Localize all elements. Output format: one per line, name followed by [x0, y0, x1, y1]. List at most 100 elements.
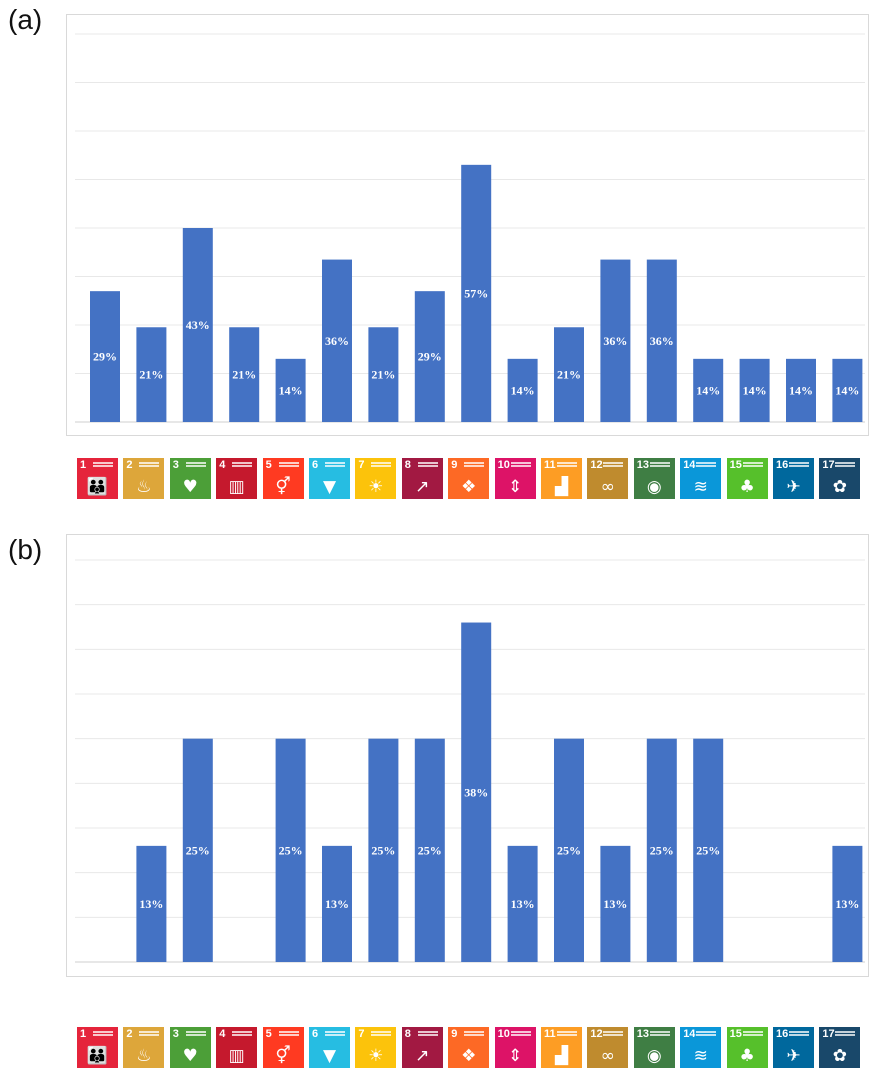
sdg-goal-title-lines	[649, 462, 670, 468]
bar-data-label: 25%	[371, 843, 395, 857]
sdg-goal-5-tile: 5 ⚥	[262, 1027, 304, 1068]
sdg-goal-number: 13	[636, 459, 650, 471]
sdg-goal-4-tile: 4 ▥	[216, 1027, 258, 1068]
heartbeat-icon: ♥	[182, 477, 198, 497]
sdg-goal-number: 3	[172, 1028, 179, 1040]
bar-data-label: 14%	[835, 383, 859, 397]
people-icon: 👪	[86, 1046, 109, 1066]
sdg-goal-number: 8	[404, 1028, 411, 1040]
sdg-goal-number: 12	[590, 1028, 603, 1040]
bar	[461, 622, 492, 962]
bar-data-label: 29%	[93, 350, 117, 364]
bar-data-label: 14%	[696, 383, 720, 397]
bar-data-label: 14%	[511, 383, 535, 397]
sdg-goal-14-tile: 14 ≋	[680, 458, 722, 499]
growth-chart-icon: ↗	[415, 477, 430, 497]
bar-data-label: 14%	[279, 383, 303, 397]
sdg-goal-number: 10	[497, 459, 510, 471]
sdg-goal-title-lines	[742, 1031, 763, 1037]
fish-icon: ≋	[693, 477, 708, 497]
tree-icon: ♣	[739, 1046, 755, 1066]
sdg-goal-number: 7	[358, 1028, 365, 1040]
sdg-goal-1-tile: 1 👪	[77, 1027, 118, 1068]
sdg-goal-title-lines	[557, 1031, 577, 1037]
bar-data-label: 13%	[511, 897, 535, 911]
sdg-goal-number: 13	[636, 1028, 650, 1040]
eye-globe-icon: ◉	[646, 477, 662, 497]
sdg-goal-number: 17	[822, 459, 835, 471]
sdg-goal-title-lines	[649, 1031, 670, 1037]
sdg-goal-17-tile: 17 ✿	[819, 458, 861, 499]
bar	[600, 259, 631, 422]
eye-globe-icon: ◉	[646, 1046, 662, 1066]
bar-data-label: 36%	[603, 334, 627, 348]
bowl-icon: ♨	[136, 1046, 152, 1066]
partnership-ring-icon: ✿	[832, 1046, 848, 1066]
panel-a-label: (a)	[8, 4, 43, 35]
sdg-goal-3-tile: 3 ♥	[169, 458, 211, 499]
bar-data-label: 14%	[743, 383, 767, 397]
sdg-goal-title-lines	[835, 462, 856, 468]
sdg-goal-15-tile: 15 ♣	[726, 458, 768, 499]
bar-data-label: 14%	[789, 383, 813, 397]
sdg-goal-number: 11	[544, 459, 556, 471]
sdg-goal-16-tile: 16 ✈	[773, 1027, 814, 1068]
cubes-icon: ❖	[461, 1046, 477, 1066]
sdg-goal-title-lines	[185, 1031, 206, 1037]
sdg-goal-title-lines	[232, 462, 253, 468]
bar-data-label: 13%	[603, 897, 627, 911]
bar	[507, 358, 538, 422]
bar	[600, 845, 631, 962]
sdg-goal-number: 16	[776, 459, 789, 471]
bar-data-label: 21%	[557, 368, 581, 382]
bar-data-label: 13%	[835, 897, 859, 911]
sdg-goal-number: 6	[312, 459, 319, 471]
sdg-goal-11-tile: 11 ▟	[541, 1027, 582, 1068]
bar-data-label: 21%	[139, 368, 163, 382]
sdg-goal-11-tile: 11 ▟	[541, 458, 582, 499]
sdg-goal-7-tile: 7 ☀	[355, 1027, 397, 1068]
sdg-goal-number: 15	[729, 1028, 742, 1040]
bar	[322, 259, 352, 422]
bar-data-label: 29%	[418, 350, 442, 364]
sdg-goal-number: 7	[358, 459, 365, 471]
infinity-icon: ∞	[600, 1046, 615, 1066]
bar-data-label: 25%	[418, 843, 442, 857]
sdg-goal-number: 5	[265, 459, 272, 471]
water-drop-icon: ▼	[322, 1046, 337, 1066]
dove-icon: ✈	[786, 1046, 801, 1066]
tree-icon: ♣	[739, 477, 755, 497]
sdg-goal-title-lines	[185, 462, 206, 468]
bar	[786, 358, 816, 422]
bar	[368, 327, 399, 422]
sdg-goal-number: 14	[683, 459, 696, 471]
bar	[182, 228, 213, 422]
bar	[646, 738, 677, 962]
sdg-goal-number: 9	[451, 1028, 458, 1040]
sdg-goal-title-lines	[464, 1031, 485, 1037]
sdg-goal-4-tile: 4 ▥	[216, 458, 258, 499]
sdg-goal-title-lines	[371, 462, 392, 468]
sdg-goal-17-tile: 17 ✿	[819, 1027, 861, 1068]
sdg-goal-number: 6	[312, 1028, 319, 1040]
sdg-goal-number: 10	[497, 1028, 510, 1040]
panel-b-label: (b)	[8, 534, 43, 565]
sdg-goal-8-tile: 8 ↗	[401, 458, 443, 499]
bar	[646, 259, 677, 422]
sdg-goal-title-lines	[139, 462, 160, 468]
sdg-goal-number: 1	[80, 459, 87, 471]
bar-data-label: 36%	[650, 334, 674, 348]
sdg-goal-6-tile: 6 ▼	[309, 1027, 350, 1068]
bar	[275, 738, 306, 962]
growth-chart-icon: ↗	[415, 1046, 430, 1066]
bar-data-label: 21%	[232, 368, 256, 382]
sdg-goal-title-lines	[696, 462, 717, 468]
sdg-goal-8-tile: 8 ↗	[401, 1027, 443, 1068]
sdg-goal-title-lines	[789, 462, 809, 468]
heartbeat-icon: ♥	[182, 1046, 198, 1066]
sdg-goal-number: 8	[404, 459, 411, 471]
sdg-goal-12-tile: 12 ∞	[587, 458, 629, 499]
bar	[322, 845, 352, 962]
bar-data-label: 25%	[696, 843, 720, 857]
